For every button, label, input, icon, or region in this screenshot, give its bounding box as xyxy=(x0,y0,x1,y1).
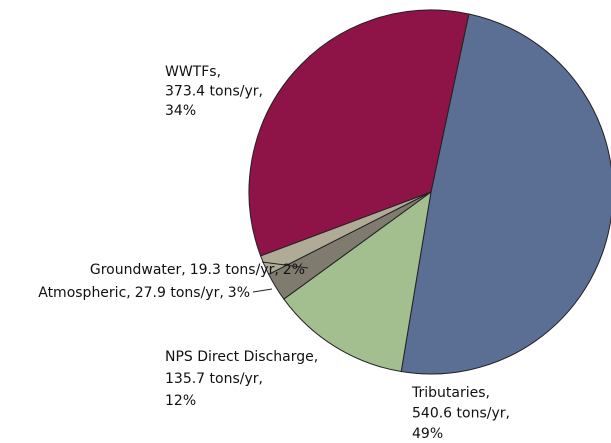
pie-slice xyxy=(400,13,611,375)
slice-label-part: Groundwater, xyxy=(90,262,186,278)
slice-label: WWTFs, xyxy=(165,64,221,80)
leader-line xyxy=(261,261,309,269)
slice-label-part: 2% xyxy=(283,262,305,278)
slice-label-part: Atmospheric, xyxy=(38,285,130,301)
slice-label-part: 19.3 tons/yr, xyxy=(190,262,279,278)
slice-label: Groundwater, 19.3 tons/yr, 2% xyxy=(90,262,305,278)
slice-label: 34% xyxy=(165,103,196,119)
pie-slice xyxy=(248,9,470,257)
slice-label: Tributaries, xyxy=(411,385,490,401)
slice-label: 49% xyxy=(412,426,443,442)
slice-label: 373.4 tons/yr, xyxy=(165,84,263,100)
slice-label: Atmospheric, 27.9 tons/yr, 3% xyxy=(38,285,250,301)
slice-label: 135.7 tons/yr, xyxy=(165,371,263,387)
slice-label-part: 27.9 tons/yr, xyxy=(135,285,224,301)
slice-label-part: 3% xyxy=(228,285,250,301)
slice-label: 540.6 tons/yr, xyxy=(412,406,510,422)
pie-slice xyxy=(283,190,432,373)
slice-label: NPS Direct Discharge, xyxy=(165,349,318,365)
leader-line xyxy=(252,288,273,293)
slice-label: 12% xyxy=(165,393,196,409)
